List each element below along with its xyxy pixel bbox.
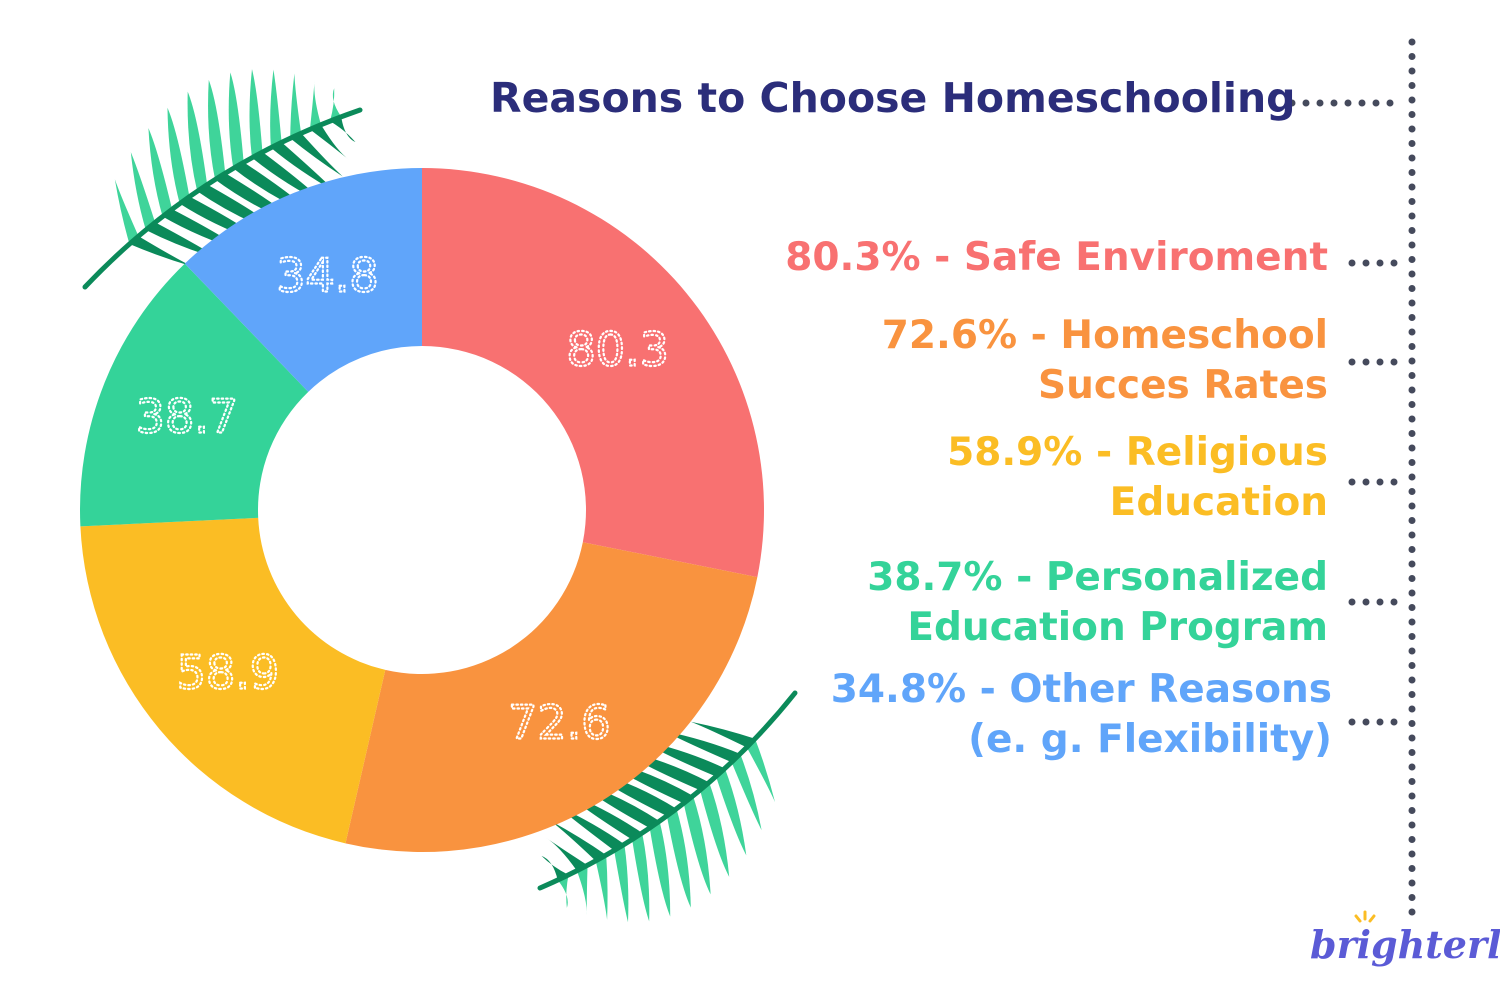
slice-label-1: 72.6 xyxy=(508,695,610,749)
legend-line-1: 80.3% - Safe Enviroment xyxy=(785,235,1328,280)
legend-item-other-reasons: 34.8% - Other Reasons (e. g. Flexibility… xyxy=(831,665,1332,765)
title-connector xyxy=(1288,99,1394,107)
slice-label-4: 34.8 xyxy=(276,248,378,302)
slice-1 xyxy=(345,542,758,852)
donut-slices xyxy=(80,168,764,852)
sun-icon xyxy=(1354,910,1376,923)
legend-connector-1 xyxy=(1348,358,1398,366)
legend-line-2: Education Program xyxy=(907,605,1328,650)
dotted-connectors xyxy=(1288,38,1416,916)
chart-title: Reasons to Choose Homeschooling xyxy=(490,74,1296,122)
legend-line-2: Succes Rates xyxy=(1038,363,1328,408)
legend-item-safe-environment: 80.3% - Safe Enviroment xyxy=(785,233,1328,283)
legend-line-1: 38.7% - Personalized xyxy=(867,555,1328,600)
slice-label-0: 80.3 xyxy=(566,323,668,377)
legend-line-2: Education xyxy=(1109,480,1328,525)
slice-0 xyxy=(422,168,764,578)
brand-logo: brighterly xyxy=(1310,922,1500,967)
legend-line-1: 34.8% - Other Reasons xyxy=(830,667,1332,712)
legend-item-success-rates: 72.6% - Homeschool Succes Rates xyxy=(882,311,1328,411)
legend-line-1: 72.6% - Homeschool xyxy=(881,313,1328,358)
legend-item-personalized-program: 38.7% - Personalized Education Program xyxy=(867,553,1328,653)
slice-4 xyxy=(184,168,422,392)
legend-connector-0 xyxy=(1348,259,1398,267)
donut-data-labels: 80.3 72.6 58.9 38.7 34.8 xyxy=(135,247,670,750)
slice-3 xyxy=(80,263,309,527)
legend-connector-3 xyxy=(1348,598,1398,606)
leaf-bottom-right xyxy=(537,690,798,923)
slice-label-2: 58.9 xyxy=(177,645,279,699)
slice-2 xyxy=(80,517,386,844)
vertical-dotted-line xyxy=(1408,38,1416,916)
legend-connector-2 xyxy=(1348,478,1398,486)
legend-line-2: (e. g. Flexibility) xyxy=(968,717,1332,762)
legend-connector-4 xyxy=(1348,718,1398,726)
legend-line-1: 58.9% - Religious xyxy=(947,430,1328,475)
slice-label-3: 38.7 xyxy=(136,390,238,444)
legend-item-religious-education: 58.9% - Religious Education xyxy=(947,428,1328,528)
